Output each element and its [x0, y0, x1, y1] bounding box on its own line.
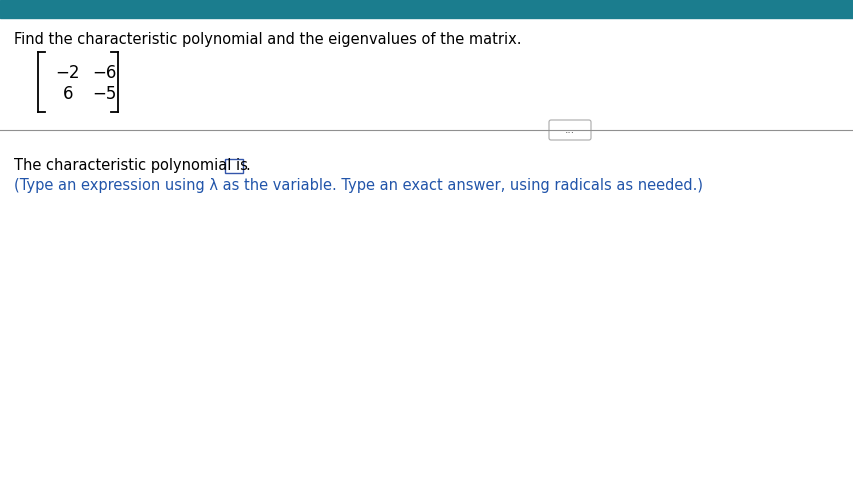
Text: .: .	[245, 158, 249, 173]
Text: The characteristic polynomial is: The characteristic polynomial is	[14, 158, 247, 173]
Text: Find the characteristic polynomial and the eigenvalues of the matrix.: Find the characteristic polynomial and t…	[14, 32, 521, 47]
FancyBboxPatch shape	[224, 159, 243, 173]
Text: (Type an expression using λ as the variable. Type an exact answer, using radical: (Type an expression using λ as the varia…	[14, 178, 702, 193]
Bar	[0, 0, 853, 18]
Text: ...: ...	[565, 125, 574, 135]
Text: −5: −5	[92, 85, 116, 103]
FancyBboxPatch shape	[548, 120, 590, 140]
Text: 6: 6	[62, 85, 73, 103]
Text: −6: −6	[92, 64, 116, 82]
Text: −2: −2	[55, 64, 80, 82]
